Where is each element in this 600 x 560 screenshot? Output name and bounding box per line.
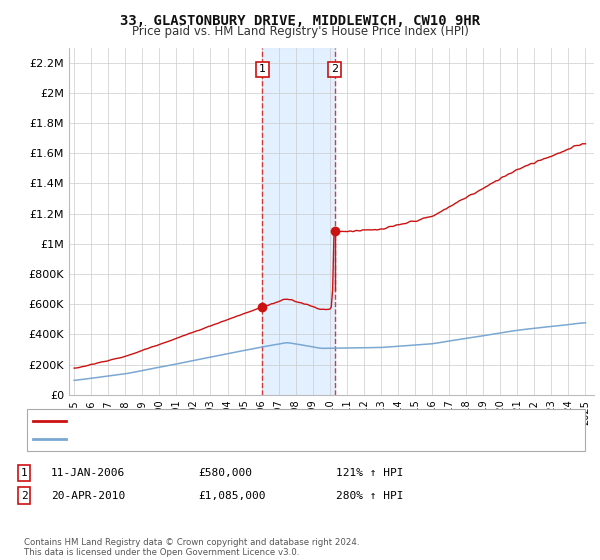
Bar xyxy=(262,48,335,395)
Text: £1,085,000: £1,085,000 xyxy=(198,491,265,501)
Text: 1: 1 xyxy=(20,468,28,478)
Text: Price paid vs. HM Land Registry's House Price Index (HPI): Price paid vs. HM Land Registry's House … xyxy=(131,25,469,38)
Text: HPI: Average price, detached house, Cheshire East: HPI: Average price, detached house, Ches… xyxy=(72,434,378,444)
Text: 33, GLASTONBURY DRIVE, MIDDLEWICH, CW10 9HR: 33, GLASTONBURY DRIVE, MIDDLEWICH, CW10 … xyxy=(120,14,480,28)
Text: £580,000: £580,000 xyxy=(198,468,252,478)
Text: 20-APR-2010: 20-APR-2010 xyxy=(51,491,125,501)
Text: 33, GLASTONBURY DRIVE, MIDDLEWICH, CW10 9HR (detached house): 33, GLASTONBURY DRIVE, MIDDLEWICH, CW10 … xyxy=(72,416,447,426)
Text: Contains HM Land Registry data © Crown copyright and database right 2024.
This d: Contains HM Land Registry data © Crown c… xyxy=(24,538,359,557)
Text: 2: 2 xyxy=(331,64,338,74)
Text: 121% ↑ HPI: 121% ↑ HPI xyxy=(336,468,404,478)
Text: 1: 1 xyxy=(259,64,266,74)
Text: 11-JAN-2006: 11-JAN-2006 xyxy=(51,468,125,478)
Text: 280% ↑ HPI: 280% ↑ HPI xyxy=(336,491,404,501)
Text: 2: 2 xyxy=(20,491,28,501)
